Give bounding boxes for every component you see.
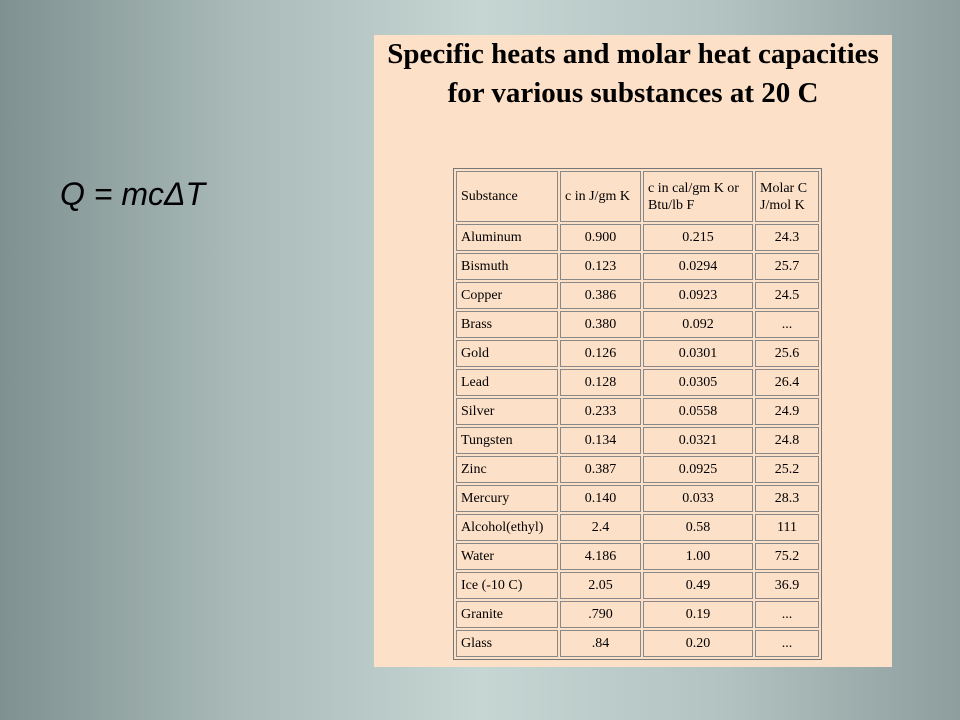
table-row: Granite .790 0.19... xyxy=(456,601,819,628)
table-row: Alcohol(ethyl) 2.4 0.58 111 xyxy=(456,514,819,541)
value-cell: 25.2 xyxy=(755,456,819,483)
header-cell: Substance xyxy=(456,171,558,222)
value-cell: .790 xyxy=(560,601,641,628)
value-cell: 0.19 xyxy=(643,601,753,628)
table-row: Aluminum 0.900 0.215 24.3 xyxy=(456,224,819,251)
substance-cell: Alcohol(ethyl) xyxy=(456,514,558,541)
value-cell: 0.380 xyxy=(560,311,641,338)
substance-cell: Brass xyxy=(456,311,558,338)
value-cell: 0.0305 xyxy=(643,369,753,396)
value-cell: 2.4 xyxy=(560,514,641,541)
table-row: Lead 0.128 0.0305 26.4 xyxy=(456,369,819,396)
value-cell: 0.123 xyxy=(560,253,641,280)
table-row: Gold 0.126 0.0301 25.6 xyxy=(456,340,819,367)
value-cell: 0.0923 xyxy=(643,282,753,309)
substance-cell: Mercury xyxy=(456,485,558,512)
table-row: Water 4.186 1.00 75.2 xyxy=(456,543,819,570)
value-cell: 0.215 xyxy=(643,224,753,251)
value-cell: 0.092 xyxy=(643,311,753,338)
table-title: Specific heats and molar heat capacities… xyxy=(387,38,879,109)
substance-cell: Gold xyxy=(456,340,558,367)
substance-cell: Copper xyxy=(456,282,558,309)
table-row: Mercury 0.140 0.033 28.3 xyxy=(456,485,819,512)
table-row: Brass 0.380 0.092... xyxy=(456,311,819,338)
value-cell: .84 xyxy=(560,630,641,657)
substance-cell: Ice (-10 C) xyxy=(456,572,558,599)
value-cell: 0.58 xyxy=(643,514,753,541)
header-cell: c in J/gm K xyxy=(560,171,641,222)
formula: Q = mcΔT xyxy=(60,176,206,212)
substance-cell: Silver xyxy=(456,398,558,425)
table-row: Bismuth 0.123 0.0294 25.7 xyxy=(456,253,819,280)
value-cell: 0.0558 xyxy=(643,398,753,425)
substance-cell: Granite xyxy=(456,601,558,628)
value-cell: 0.20 xyxy=(643,630,753,657)
table-row: Zinc 0.387 0.0925 25.2 xyxy=(456,456,819,483)
table-panel: Specific heats and molar heat capacities… xyxy=(374,35,892,667)
value-cell: 24.8 xyxy=(755,427,819,454)
value-cell: 0.0301 xyxy=(643,340,753,367)
value-cell: 0.0925 xyxy=(643,456,753,483)
value-cell: 0.140 xyxy=(560,485,641,512)
value-cell: 4.186 xyxy=(560,543,641,570)
substance-cell: Aluminum xyxy=(456,224,558,251)
value-cell: 0.900 xyxy=(560,224,641,251)
value-cell: 0.233 xyxy=(560,398,641,425)
table-row: Copper 0.386 0.0923 24.5 xyxy=(456,282,819,309)
value-cell: 0.128 xyxy=(560,369,641,396)
value-cell: 0.126 xyxy=(560,340,641,367)
substance-cell: Bismuth xyxy=(456,253,558,280)
value-cell: 0.386 xyxy=(560,282,641,309)
value-cell: 1.00 xyxy=(643,543,753,570)
substance-cell: Water xyxy=(456,543,558,570)
value-cell: 26.4 xyxy=(755,369,819,396)
value-cell: 24.5 xyxy=(755,282,819,309)
value-cell: 0.134 xyxy=(560,427,641,454)
value-cell: 0.0321 xyxy=(643,427,753,454)
value-cell: 36.9 xyxy=(755,572,819,599)
value-cell: 25.7 xyxy=(755,253,819,280)
substance-cell: Tungsten xyxy=(456,427,558,454)
substance-cell: Zinc xyxy=(456,456,558,483)
table-row: Silver 0.233 0.0558 24.9 xyxy=(456,398,819,425)
header-cell: Molar C J/mol K xyxy=(755,171,819,222)
value-cell: ... xyxy=(755,311,819,338)
table-row: Glass .84 0.20... xyxy=(456,630,819,657)
value-cell: ... xyxy=(755,601,819,628)
value-cell: 24.9 xyxy=(755,398,819,425)
value-cell: 0.0294 xyxy=(643,253,753,280)
value-cell: 111 xyxy=(755,514,819,541)
header-cell: c in cal/gm K or Btu/lb F xyxy=(643,171,753,222)
value-cell: 0.49 xyxy=(643,572,753,599)
value-cell: 0.033 xyxy=(643,485,753,512)
value-cell: 75.2 xyxy=(755,543,819,570)
substance-cell: Lead xyxy=(456,369,558,396)
value-cell: 2.05 xyxy=(560,572,641,599)
value-cell: 28.3 xyxy=(755,485,819,512)
table-row: Ice (-10 C) 2.05 0.49 36.9 xyxy=(456,572,819,599)
value-cell: 24.3 xyxy=(755,224,819,251)
value-cell: 0.387 xyxy=(560,456,641,483)
substance-cell: Glass xyxy=(456,630,558,657)
table-row: Tungsten 0.134 0.0321 24.8 xyxy=(456,427,819,454)
value-cell: 25.6 xyxy=(755,340,819,367)
value-cell: ... xyxy=(755,630,819,657)
